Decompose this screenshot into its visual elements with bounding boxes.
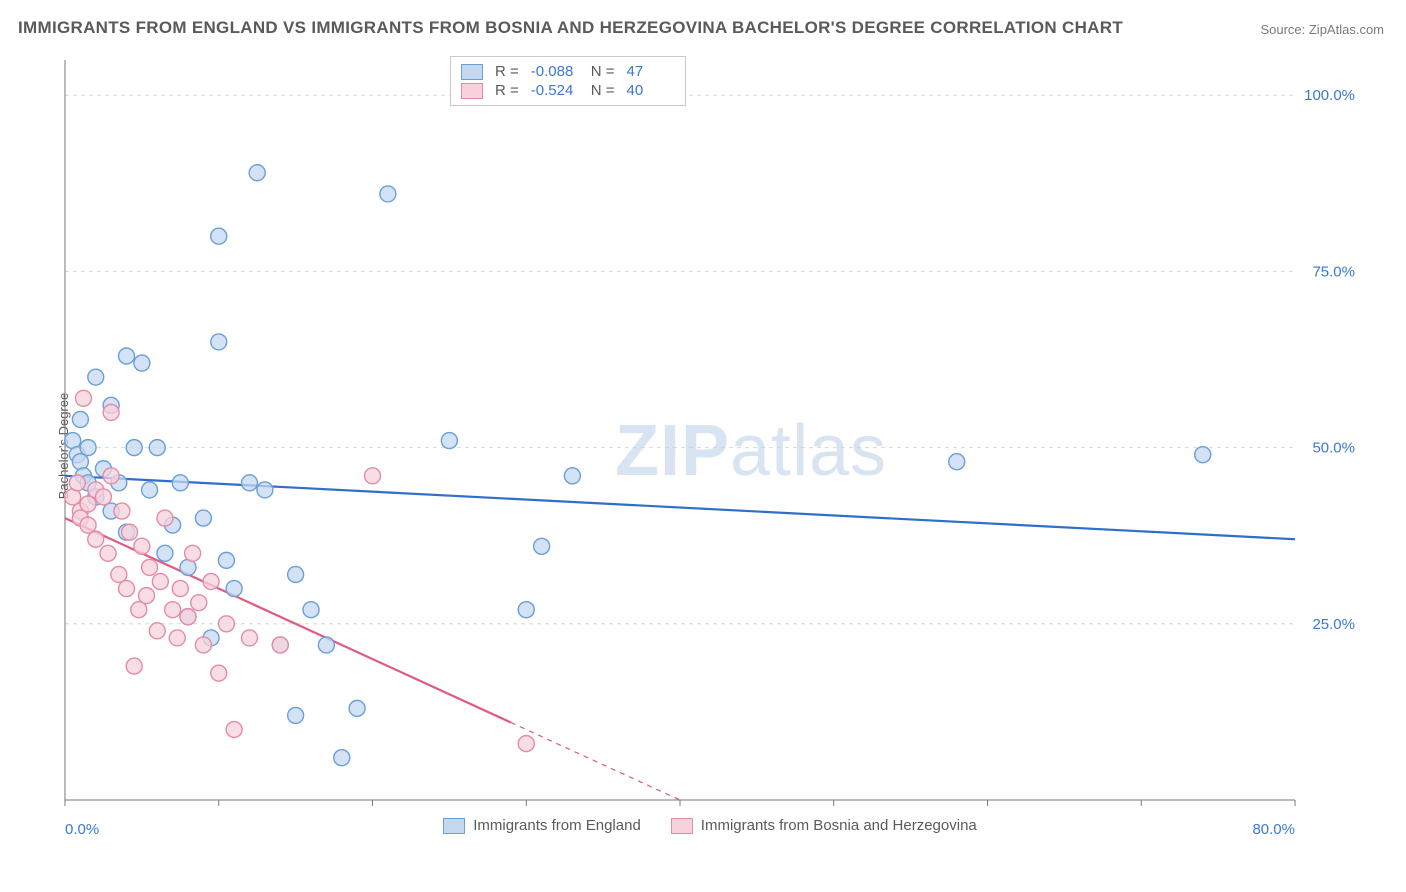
- legend-item-england: Immigrants from England: [443, 817, 641, 834]
- svg-text:25.0%: 25.0%: [1312, 616, 1355, 633]
- chart-area: 25.0%50.0%75.0%100.0%0.0%80.0% ZIPatlas …: [55, 50, 1365, 840]
- r-value-bosnia: -0.524: [531, 82, 579, 99]
- legend-item-bosnia: Immigrants from Bosnia and Herzegovina: [671, 817, 977, 834]
- stats-row-england: R = -0.088 N = 47: [461, 63, 675, 80]
- r-value-england: -0.088: [531, 63, 579, 80]
- source-label: Source: ZipAtlas.com: [1260, 22, 1384, 37]
- swatch-england: [461, 64, 483, 80]
- n-value-bosnia: 40: [627, 82, 675, 99]
- legend-label-england: Immigrants from England: [473, 817, 641, 834]
- n-value-england: 47: [627, 63, 675, 80]
- chart-svg: 25.0%50.0%75.0%100.0%0.0%80.0%: [55, 50, 1365, 840]
- swatch-england: [443, 818, 465, 834]
- svg-text:100.0%: 100.0%: [1304, 87, 1355, 104]
- n-label: N =: [591, 82, 615, 99]
- series-legend: Immigrants from England Immigrants from …: [55, 817, 1365, 834]
- n-label: N =: [591, 63, 615, 80]
- svg-text:50.0%: 50.0%: [1312, 440, 1355, 457]
- stats-row-bosnia: R = -0.524 N = 40: [461, 82, 675, 99]
- r-label: R =: [495, 63, 519, 80]
- stats-legend: R = -0.088 N = 47 R = -0.524 N = 40: [450, 56, 686, 106]
- r-label: R =: [495, 82, 519, 99]
- swatch-bosnia: [461, 83, 483, 99]
- swatch-bosnia: [671, 818, 693, 834]
- svg-text:75.0%: 75.0%: [1312, 263, 1355, 280]
- chart-title: IMMIGRANTS FROM ENGLAND VS IMMIGRANTS FR…: [18, 18, 1123, 38]
- legend-label-bosnia: Immigrants from Bosnia and Herzegovina: [701, 817, 977, 834]
